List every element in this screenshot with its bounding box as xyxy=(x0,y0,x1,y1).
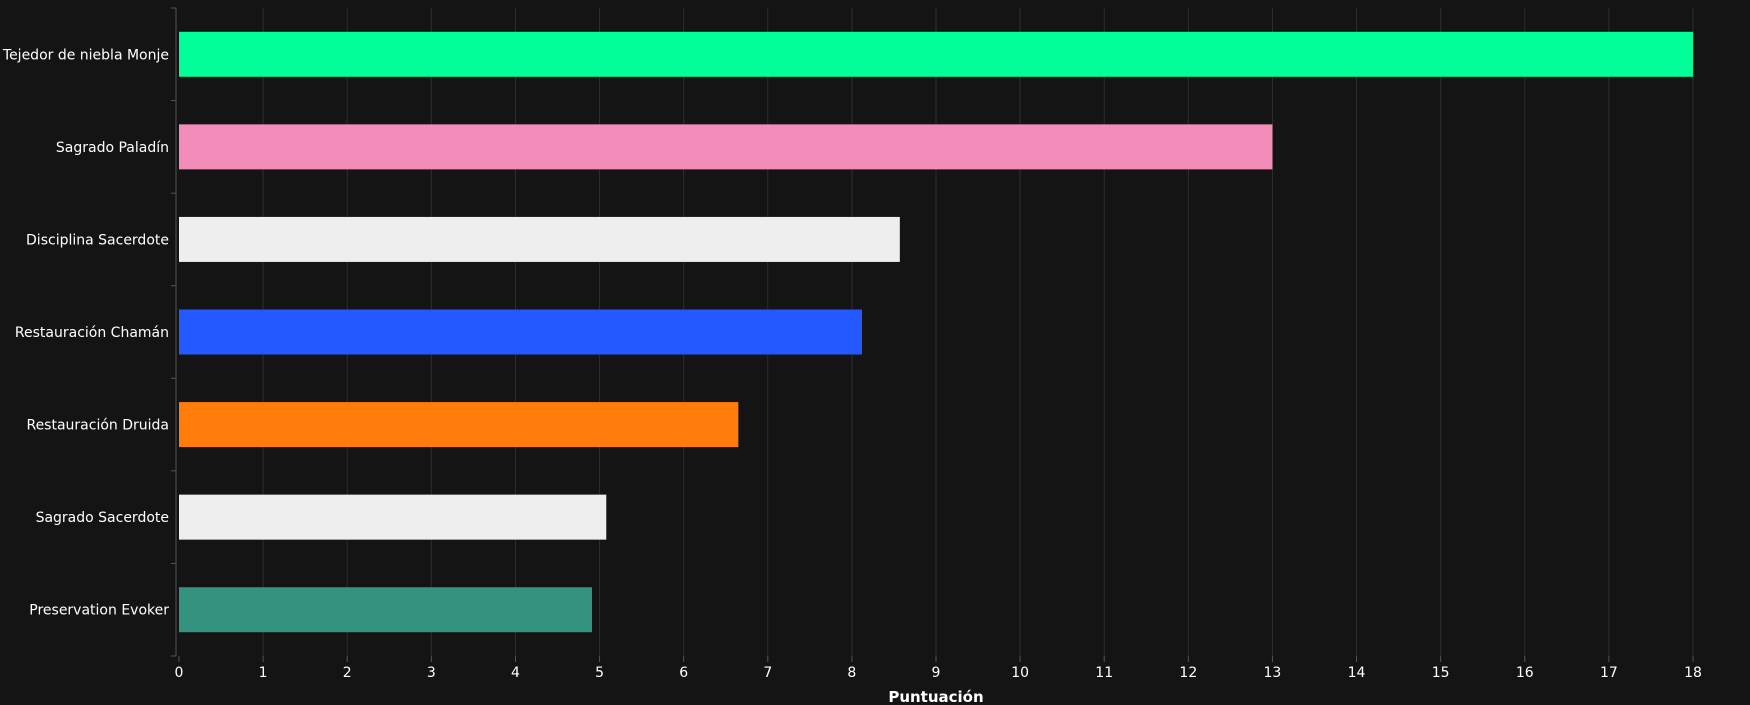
category-label: Sagrado Sacerdote xyxy=(36,510,169,526)
bar xyxy=(179,402,739,448)
category-label: Tejedor de niebla Monje xyxy=(2,47,169,63)
x-axis-label: Puntuación xyxy=(888,688,983,705)
category-labels: Tejedor de niebla Monje Sagrado Paladín Di… xyxy=(2,47,169,618)
category-label: Restauración Chamán xyxy=(15,325,169,341)
x-tick-label: 1 xyxy=(259,665,268,681)
bar xyxy=(179,124,1273,170)
x-tick-label: 13 xyxy=(1264,665,1282,681)
x-tick-label: 6 xyxy=(679,665,688,681)
x-tick-label: 7 xyxy=(763,665,772,681)
x-tick-label: 0 xyxy=(175,665,184,681)
x-tick-label: 4 xyxy=(511,665,520,681)
x-tick-label: 5 xyxy=(595,665,604,681)
x-tick-labels: 0 1 2 3 4 5 6 7 8 9 10 11 12 13 14 15 16 17 18 xyxy=(175,656,1702,681)
x-tick-label: 8 xyxy=(847,665,856,681)
x-tick-label: 10 xyxy=(1011,665,1029,681)
category-label: Preservation Evoker xyxy=(29,603,169,619)
bar xyxy=(179,587,592,633)
axes xyxy=(171,7,177,657)
x-tick-label: 2 xyxy=(343,665,352,681)
x-tick-label: 14 xyxy=(1348,665,1366,681)
x-tick-label: 12 xyxy=(1179,665,1197,681)
x-tick-label: 17 xyxy=(1600,665,1618,681)
bar xyxy=(179,494,607,540)
bar xyxy=(179,31,1693,77)
bar xyxy=(179,216,900,262)
category-label: Disciplina Sacerdote xyxy=(26,232,169,248)
x-tick-label: 15 xyxy=(1432,665,1450,681)
x-tick-label: 18 xyxy=(1684,665,1702,681)
x-tick-label: 3 xyxy=(427,665,436,681)
category-label: Sagrado Paladín xyxy=(56,140,169,156)
x-tick-label: 11 xyxy=(1095,665,1113,681)
grid-lines xyxy=(262,8,1694,656)
bars xyxy=(179,31,1693,633)
bar xyxy=(179,309,862,355)
x-tick-label: 9 xyxy=(932,665,941,681)
x-tick-label: 16 xyxy=(1516,665,1534,681)
category-label: Restauración Druida xyxy=(26,418,169,434)
